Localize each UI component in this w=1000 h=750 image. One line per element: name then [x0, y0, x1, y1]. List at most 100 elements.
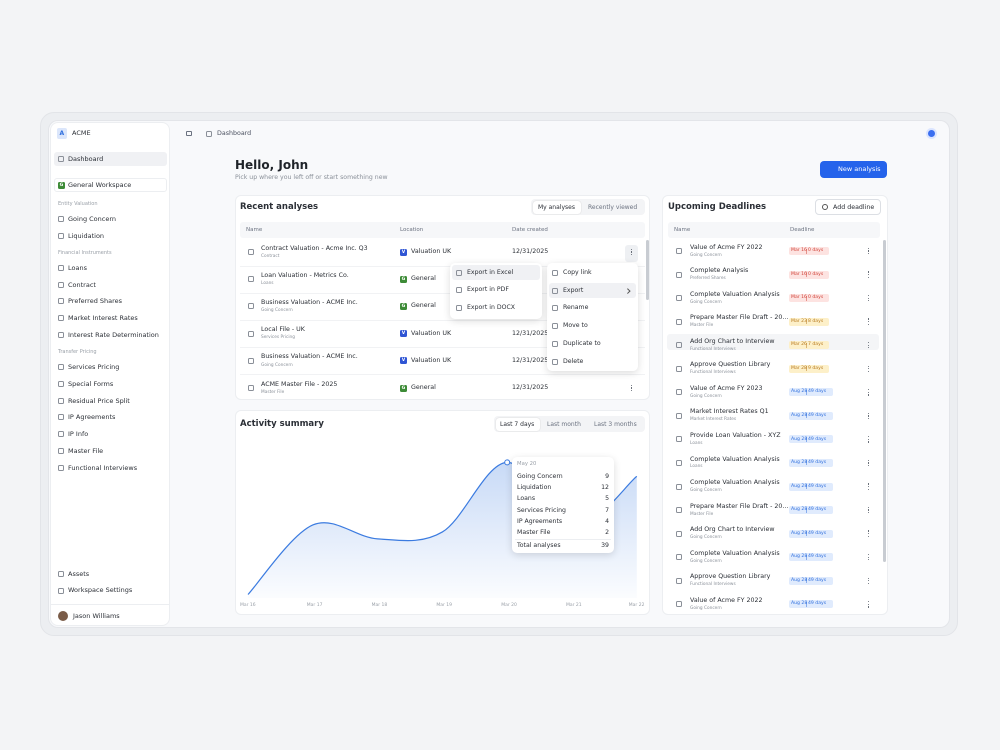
deadline-name[interactable]: Complete Analysis [690, 267, 749, 275]
column-header[interactable]: Name [246, 226, 263, 233]
kebab-dot[interactable] [868, 488, 870, 490]
kebab-dot[interactable] [868, 464, 870, 467]
deadline-name[interactable]: Market Interest Rates Q1 [690, 408, 769, 416]
column-header[interactable]: Name [674, 226, 691, 233]
kebab-dot[interactable] [868, 535, 870, 537]
tab-active[interactable] [533, 200, 581, 214]
kebab-dot[interactable] [868, 276, 870, 278]
tab[interactable]: Recently viewed [588, 203, 638, 211]
deadline-name[interactable]: Complete Valuation Analysis [690, 455, 780, 463]
deadline-name[interactable]: Prepare Master File Draft - 20... [690, 502, 789, 510]
kebab-dot[interactable] [868, 603, 870, 605]
menu-item[interactable]: Move to [563, 322, 588, 330]
nav-item[interactable]: IP Agreements [68, 413, 116, 422]
kebab-dot[interactable] [631, 254, 633, 256]
button-label[interactable]: New analysis [838, 165, 881, 174]
analysis-name[interactable]: Local File - UK [261, 326, 305, 334]
kebab-dot[interactable] [868, 512, 870, 514]
deadline-name[interactable]: Prepare Master File Draft - 20... [690, 314, 789, 322]
tab[interactable]: Last 7 days [500, 420, 535, 428]
submenu-item[interactable]: Export in DOCX [467, 304, 516, 312]
column-header[interactable]: Deadline [790, 226, 815, 233]
analysis-name[interactable]: Business Valuation - ACME Inc. [261, 353, 358, 361]
kebab-dot[interactable] [868, 483, 870, 485]
nav-item[interactable]: Services Pricing [68, 362, 120, 371]
kebab-dot[interactable] [868, 321, 870, 323]
kebab-dot[interactable] [868, 606, 870, 608]
kebab-dot[interactable] [868, 323, 870, 325]
nav-item[interactable]: Preferred Shares [68, 297, 123, 306]
user-name[interactable]: Jason Williams [73, 611, 120, 620]
org-name[interactable]: ACME [72, 129, 91, 138]
deadline-name[interactable]: Value of Acme FY 2022 [690, 243, 763, 251]
deadline-name[interactable]: Complete Valuation Analysis [690, 549, 780, 557]
kebab-dot[interactable] [868, 559, 870, 561]
kebab-dot[interactable] [868, 247, 870, 250]
kebab-dot[interactable] [868, 273, 870, 276]
column-header[interactable]: Date created [512, 226, 548, 233]
kebab-dot[interactable] [868, 271, 870, 273]
kebab-dot[interactable] [868, 391, 870, 393]
button-label[interactable]: Add deadline [833, 203, 875, 211]
kebab-dot[interactable] [868, 415, 870, 417]
tab-active[interactable] [496, 417, 540, 431]
nav-item[interactable]: Loans [68, 263, 87, 272]
kebab-dot[interactable] [868, 485, 870, 488]
kebab-dot[interactable] [868, 582, 870, 584]
nav-item[interactable]: Contract [68, 280, 96, 289]
kebab-dot[interactable] [868, 250, 870, 252]
menu-item[interactable]: Duplicate to [563, 340, 601, 348]
kebab-dot[interactable] [868, 462, 870, 464]
breadcrumb[interactable]: Dashboard [217, 130, 252, 138]
nav-item[interactable]: Functional Interviews [68, 463, 138, 472]
menu-item[interactable]: Copy link [563, 269, 592, 277]
nav-item[interactable]: Going Concern [68, 214, 117, 223]
nav-item[interactable]: Interest Rate Determination [68, 330, 159, 339]
kebab-dot[interactable] [868, 297, 870, 299]
analysis-name[interactable]: ACME Master File - 2025 [261, 380, 338, 388]
kebab-dot[interactable] [868, 530, 870, 532]
column-header[interactable]: Location [400, 226, 424, 233]
kebab-dot[interactable] [868, 389, 870, 391]
analysis-name[interactable]: Loan Valuation - Metrics Co. [261, 271, 349, 279]
kebab-dot[interactable] [868, 438, 870, 441]
kebab-dot[interactable] [868, 394, 870, 396]
kebab-dot[interactable] [631, 390, 633, 392]
nav-item[interactable]: IP Info [68, 430, 89, 439]
deadline-name[interactable]: Complete Valuation Analysis [690, 290, 780, 298]
deadline-name[interactable]: Approve Question Library [690, 573, 771, 581]
deadline-name[interactable]: Add Org Chart to Interview [690, 526, 775, 534]
kebab-dot[interactable] [868, 577, 870, 579]
add-deadline-button[interactable] [815, 199, 881, 215]
kebab-dot[interactable] [868, 253, 870, 255]
menu-item[interactable]: Rename [563, 304, 589, 312]
tab[interactable]: Last 3 months [594, 420, 637, 428]
analysis-name[interactable]: Business Valuation - ACME Inc. [261, 298, 358, 306]
tab[interactable]: Last month [547, 420, 581, 428]
kebab-dot[interactable] [868, 553, 870, 556]
kebab-dot[interactable] [868, 601, 870, 603]
deadline-name[interactable]: Provide Loan Valuation - XYZ [690, 431, 781, 439]
menu-item[interactable]: Export [563, 287, 584, 295]
submenu-item[interactable]: Export in Excel [467, 269, 514, 277]
deadline-name[interactable]: Approve Question Library [690, 361, 771, 369]
menu-item[interactable]: Delete [563, 358, 584, 366]
nav-item[interactable]: Workspace Settings [68, 586, 133, 595]
deadline-name[interactable]: Value of Acme FY 2022 [690, 596, 763, 604]
tab[interactable]: My analyses [538, 203, 575, 211]
kebab-dot[interactable] [631, 387, 633, 389]
kebab-dot[interactable] [868, 318, 870, 320]
kebab-dot[interactable] [868, 412, 870, 414]
kebab-dot[interactable] [868, 344, 870, 346]
kebab-dot[interactable] [868, 459, 870, 462]
kebab-dot[interactable] [631, 248, 633, 251]
kebab-dot[interactable] [868, 417, 870, 420]
nav-item[interactable]: Special Forms [68, 379, 114, 388]
kebab-dot[interactable] [868, 300, 870, 302]
workspace-name[interactable]: General Workspace [68, 180, 132, 189]
deadline-name[interactable]: Value of Acme FY 2023 [690, 384, 763, 392]
kebab-dot[interactable] [868, 509, 870, 511]
submenu-item[interactable]: Export in PDF [467, 286, 509, 294]
nav-item[interactable]: Residual Price Split [68, 396, 130, 405]
kebab-dot[interactable] [868, 365, 870, 367]
